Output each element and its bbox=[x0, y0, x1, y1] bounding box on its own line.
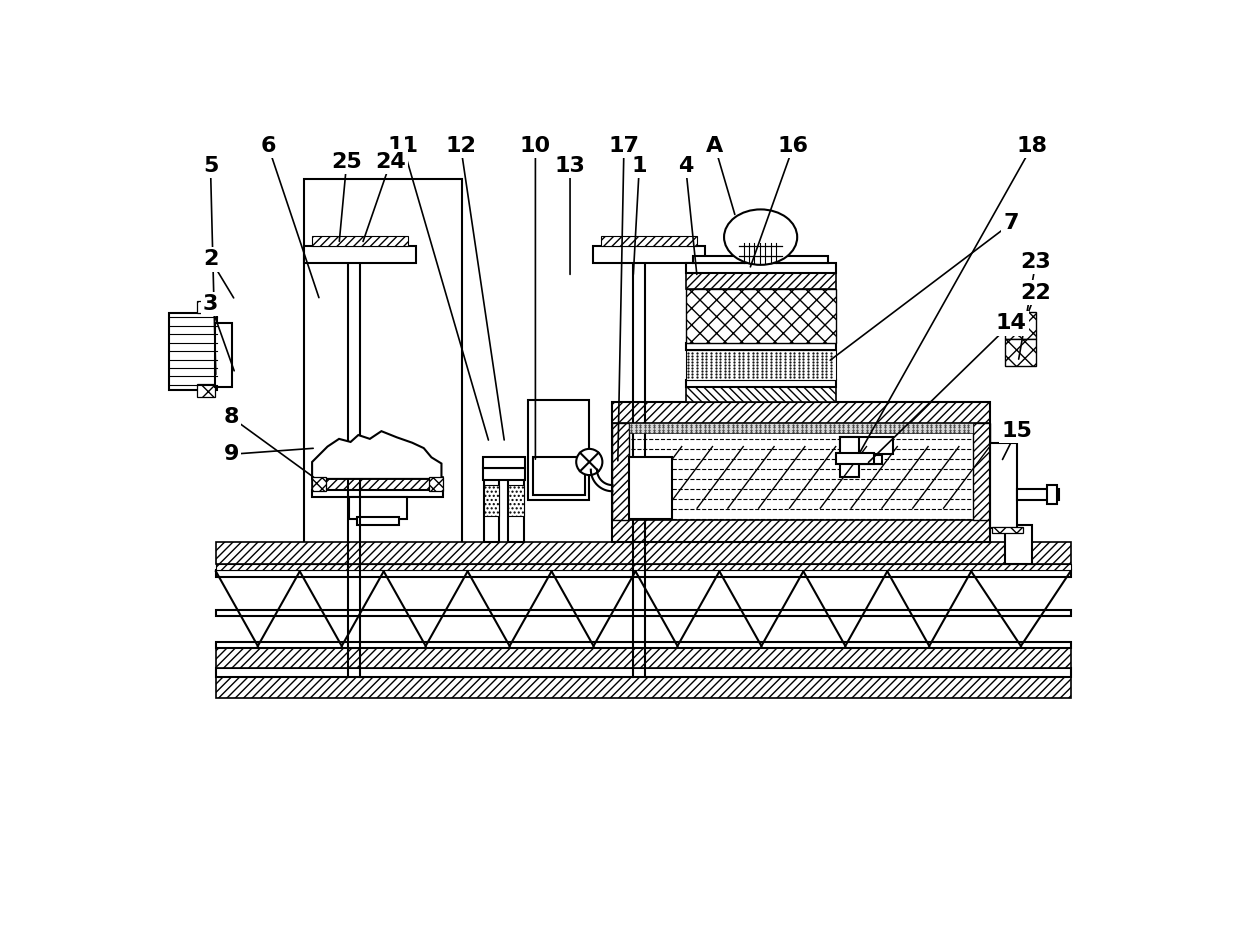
Bar bbox=[613, 402, 990, 423]
Bar bbox=[197, 384, 215, 396]
Bar bbox=[312, 477, 443, 491]
Bar bbox=[508, 472, 523, 542]
Bar bbox=[508, 485, 523, 516]
Text: 10: 10 bbox=[520, 137, 551, 157]
Bar bbox=[1048, 485, 1056, 505]
Bar bbox=[304, 178, 463, 564]
Bar bbox=[1006, 525, 1032, 564]
Bar bbox=[630, 457, 672, 519]
Circle shape bbox=[577, 449, 603, 475]
Bar bbox=[1006, 339, 1035, 366]
Ellipse shape bbox=[724, 209, 797, 265]
Text: 4: 4 bbox=[678, 156, 693, 175]
Text: 24: 24 bbox=[376, 152, 405, 172]
Bar bbox=[216, 564, 1070, 570]
Bar bbox=[216, 642, 1070, 648]
Bar bbox=[686, 350, 836, 380]
Bar bbox=[350, 497, 407, 519]
Text: 7: 7 bbox=[1003, 213, 1019, 233]
Bar bbox=[836, 453, 874, 464]
Text: A: A bbox=[707, 137, 723, 157]
Text: 8: 8 bbox=[223, 407, 239, 427]
Bar bbox=[216, 668, 1070, 677]
Bar bbox=[686, 343, 836, 350]
Bar bbox=[312, 489, 443, 497]
Bar bbox=[990, 443, 1017, 528]
Polygon shape bbox=[312, 431, 441, 479]
Bar bbox=[613, 402, 990, 542]
Bar bbox=[216, 570, 1070, 577]
Text: 2: 2 bbox=[203, 250, 218, 270]
Text: 23: 23 bbox=[1021, 252, 1052, 272]
Text: 11: 11 bbox=[387, 137, 418, 157]
Bar bbox=[992, 526, 1023, 533]
Text: 1: 1 bbox=[631, 156, 647, 175]
Bar bbox=[429, 477, 443, 491]
Bar bbox=[613, 423, 630, 521]
Bar bbox=[216, 677, 1070, 699]
Bar bbox=[686, 290, 836, 343]
Text: 14: 14 bbox=[996, 313, 1027, 334]
Text: 25: 25 bbox=[331, 152, 362, 172]
Bar bbox=[484, 485, 500, 516]
Bar bbox=[1006, 312, 1035, 339]
Bar bbox=[686, 380, 836, 387]
Bar bbox=[686, 273, 836, 290]
Bar bbox=[593, 246, 704, 263]
Bar bbox=[613, 521, 990, 542]
Text: 18: 18 bbox=[1017, 137, 1048, 157]
Bar bbox=[686, 263, 836, 273]
Bar bbox=[630, 423, 972, 434]
Bar bbox=[859, 455, 882, 464]
Bar bbox=[216, 610, 1070, 616]
Text: 22: 22 bbox=[1021, 283, 1052, 303]
Text: 5: 5 bbox=[203, 156, 218, 175]
Text: 13: 13 bbox=[554, 156, 585, 175]
Bar bbox=[312, 477, 326, 491]
Bar bbox=[1017, 488, 1059, 501]
Text: 15: 15 bbox=[1001, 422, 1032, 441]
Text: 16: 16 bbox=[777, 137, 808, 157]
Text: 6: 6 bbox=[260, 137, 277, 157]
Bar bbox=[312, 236, 408, 246]
Bar bbox=[686, 387, 836, 402]
Bar bbox=[693, 256, 828, 263]
Bar bbox=[216, 646, 1070, 668]
Bar bbox=[839, 438, 894, 455]
Bar bbox=[601, 236, 697, 246]
Text: 17: 17 bbox=[609, 137, 640, 157]
Bar bbox=[839, 438, 859, 477]
Bar bbox=[972, 423, 990, 521]
Bar bbox=[484, 468, 526, 480]
Bar bbox=[304, 246, 417, 263]
Bar bbox=[197, 301, 215, 313]
Text: 9: 9 bbox=[223, 444, 239, 464]
Bar bbox=[216, 542, 1070, 564]
Bar bbox=[528, 401, 589, 501]
Bar bbox=[357, 518, 399, 525]
Text: 12: 12 bbox=[445, 137, 476, 157]
Bar bbox=[215, 323, 232, 387]
Text: 3: 3 bbox=[203, 294, 218, 314]
Bar bbox=[533, 456, 585, 495]
Bar bbox=[169, 313, 217, 390]
Bar bbox=[484, 457, 526, 468]
Bar bbox=[484, 472, 500, 542]
